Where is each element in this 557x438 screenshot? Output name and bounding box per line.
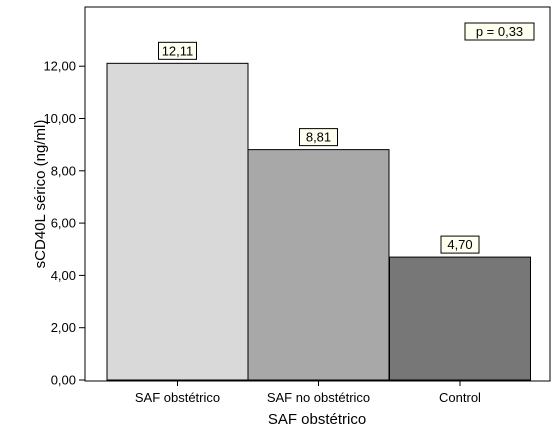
y-axis-title: sCD40L sérico (ng/ml) — [32, 120, 49, 269]
data-label-box — [440, 235, 480, 254]
x-tick-label: SAF no obstétrico — [267, 390, 370, 405]
x-axis-tick-labels: SAF obstétrico SAF no obstétrico Control — [135, 381, 481, 405]
bar — [389, 256, 531, 381]
x-tick-label: Control — [439, 390, 481, 405]
data-label: 8,81 — [306, 130, 331, 145]
bar — [106, 62, 249, 381]
y-tick-label: 0,00 — [51, 373, 76, 388]
p-value-box — [464, 22, 535, 41]
data-label: 12,11 — [162, 43, 194, 58]
data-label-box — [299, 128, 338, 147]
y-tick-label: 6,00 — [51, 216, 76, 231]
data-label-box — [158, 41, 197, 60]
p-value-text: p = 0,33 — [476, 24, 523, 39]
y-tick-label: 8,00 — [51, 163, 76, 178]
bars-group — [106, 62, 531, 381]
y-axis-ticks: 0,00 2,00 4,00 6,00 8,00 10,00 12,00 — [43, 59, 85, 388]
x-axis-title: SAF obstétrico — [268, 411, 366, 428]
data-label: 4,70 — [447, 237, 472, 252]
y-tick-label: 2,00 — [51, 320, 76, 335]
y-tick-label: 12,00 — [43, 59, 76, 74]
p-value-annotation: p = 0,33 — [464, 22, 535, 41]
bar — [247, 149, 390, 381]
x-tick-label: SAF obstétrico — [135, 390, 220, 405]
y-tick-label: 10,00 — [43, 111, 76, 126]
y-tick-label: 4,00 — [51, 268, 76, 283]
data-labels-group: 12,11 8,81 4,70 — [158, 41, 480, 254]
